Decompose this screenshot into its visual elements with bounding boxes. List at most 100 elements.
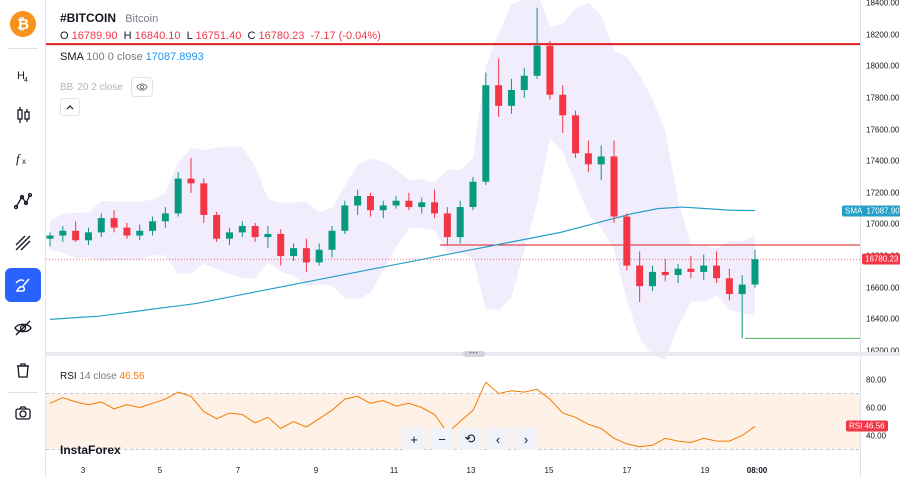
candle-body <box>636 265 644 287</box>
candle-body <box>251 226 259 238</box>
ohlc-low-value: 16751.40 <box>195 30 242 42</box>
svg-text:x: x <box>22 157 26 166</box>
price-axis-label: 18400.00 <box>866 0 900 8</box>
candle-body <box>302 248 310 263</box>
candle-body <box>264 233 272 238</box>
brush-icon[interactable] <box>5 268 41 302</box>
price-axis-label: 16400.00 <box>866 314 900 324</box>
candle-body <box>546 45 554 95</box>
sma-value: 17087.8993 <box>145 51 204 63</box>
sma-tag-name: SMA <box>845 206 863 216</box>
ohlc-open-label: O <box>60 30 69 42</box>
candle-body <box>431 202 439 214</box>
symbol-name: #BITCOIN <box>60 11 117 25</box>
candle-body <box>315 249 323 263</box>
candle-body <box>379 205 387 211</box>
ohlc-close-value: 16780.23 <box>258 30 305 42</box>
candle-body <box>225 232 233 239</box>
toolbar-divider <box>8 48 38 49</box>
rsi-legend[interactable]: RSI 14 close 46.56 <box>60 371 145 382</box>
candle-body <box>46 235 54 239</box>
rsi-axis-label: 80.00 <box>866 375 887 384</box>
price-axis-label: 18000.00 <box>866 61 900 71</box>
svg-text:f: f <box>16 151 22 166</box>
candle-body <box>341 205 349 231</box>
pane-resize-handle[interactable]: ••• <box>463 351 485 357</box>
drawing-tools-icon[interactable] <box>5 226 41 260</box>
candle-body <box>238 226 246 233</box>
candle-body <box>200 183 208 215</box>
rsi-params: 14 close <box>79 371 117 382</box>
candle-body <box>84 232 92 241</box>
candle-body <box>277 233 285 257</box>
svg-text:4: 4 <box>24 77 28 84</box>
price-axis-label: 18200.00 <box>866 30 900 40</box>
rsi-name: RSI <box>60 371 77 382</box>
candle-body <box>648 271 656 287</box>
date-axis-label: 9 <box>313 466 319 475</box>
sma-line <box>49 206 756 320</box>
last-price-tag: 16780.23 <box>862 253 900 265</box>
hide-drawings-icon[interactable] <box>5 311 41 345</box>
sma-name: SMA <box>60 51 84 63</box>
candle-body <box>392 200 400 206</box>
date-axis-label: 3 <box>80 466 86 475</box>
bitcoin-logo-icon: ₿ <box>10 11 36 37</box>
date-axis-label: 19 <box>700 466 710 475</box>
candle-body <box>495 85 503 106</box>
candle-body <box>366 195 374 211</box>
symbol-legend: #BITCOIN Bitcoin <box>60 11 158 25</box>
price-axis-label: 17800.00 <box>866 93 900 103</box>
trend-line-icon[interactable] <box>5 184 41 218</box>
screenshot-icon[interactable] <box>5 396 41 430</box>
candle-body <box>110 218 118 228</box>
candle-body <box>559 94 567 116</box>
candle-body <box>700 265 708 272</box>
candle-body <box>290 248 298 257</box>
candle-body <box>161 213 169 222</box>
candles-icon[interactable] <box>5 98 41 132</box>
candle-body <box>597 156 605 165</box>
ohlc-high-label: H <box>123 30 132 42</box>
candle-body <box>507 90 515 106</box>
zoom-in-button[interactable]: + <box>402 428 426 450</box>
ohlc-open-value: 16789.90 <box>71 30 118 42</box>
chart-navigation: + − ⟲ ‹ › <box>402 428 538 450</box>
ohlc-low-label: L <box>186 30 193 42</box>
price-axis-label: 17400.00 <box>866 156 900 166</box>
candle-body <box>482 85 490 182</box>
candle-body <box>97 218 105 233</box>
sma-tag-value: 17087.90 <box>866 206 900 216</box>
scroll-left-button[interactable]: ‹ <box>486 428 510 450</box>
rsi-value: 46.56 <box>119 371 145 382</box>
scroll-right-button[interactable]: › <box>514 428 538 450</box>
candle-body <box>418 202 426 208</box>
candle-body <box>533 45 541 76</box>
delete-drawings-icon[interactable] <box>5 353 41 387</box>
candle-body <box>123 227 131 236</box>
price-axis-label: 17200.00 <box>866 188 900 198</box>
eye-icon[interactable] <box>130 77 153 97</box>
collapse-legend-button[interactable] <box>60 98 80 116</box>
candle-body <box>328 230 336 250</box>
candle-body <box>520 75 528 90</box>
sma-legend[interactable]: SMA 100 0 close 17087.8993 <box>60 51 204 63</box>
candle-body <box>725 278 733 295</box>
zoom-out-button[interactable]: − <box>430 428 454 450</box>
bb-name: BB <box>60 81 74 93</box>
candle-body <box>354 195 362 206</box>
ohlc-close-label: C <box>247 30 256 42</box>
price-axis[interactable] <box>860 0 900 478</box>
date-axis-label: 08:00 <box>746 466 768 475</box>
bb-legend[interactable]: BB 20 2 close <box>60 77 153 97</box>
candle-body <box>469 181 477 208</box>
candle-body <box>59 230 67 236</box>
candle-body <box>572 115 580 154</box>
candle-body <box>456 207 464 238</box>
candle-body <box>443 213 451 238</box>
rsi-line <box>49 381 756 448</box>
reset-chart-button[interactable]: ⟲ <box>458 428 482 450</box>
